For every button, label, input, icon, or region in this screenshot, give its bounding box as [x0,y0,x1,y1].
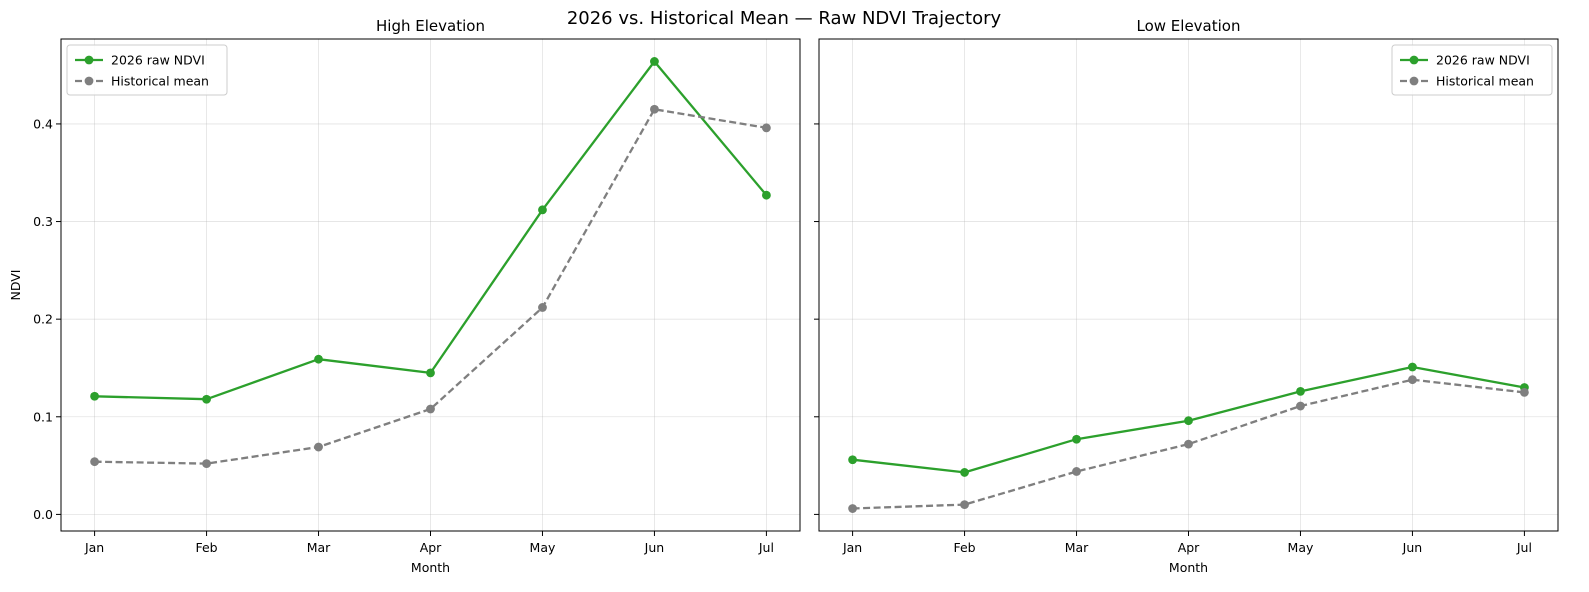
legend-label: 2026 raw NDVI [1436,53,1530,68]
x-axis-label: Month [1169,560,1208,575]
legend-box [66,44,228,96]
x-tick-label: Jul [758,540,774,555]
data-point [202,459,211,469]
y-tick-label: 0.2 [33,312,53,327]
x-tick-label: Feb [953,540,975,555]
x-tick-label: Mar [307,540,331,555]
data-point [1072,434,1081,444]
data-point [762,123,771,133]
legend: 2026 raw NDVI Historical mean [1391,44,1553,96]
legend-label: 2026 raw NDVI [111,53,205,68]
panel-title: Low Elevation [1137,17,1241,35]
data-point [426,404,435,414]
data-point [202,394,211,404]
legend-marker [1409,76,1419,86]
data-point [1408,362,1417,372]
figure-title: 2026 vs. Historical Mean — Raw NDVI Traj… [567,8,1002,29]
x-tick-label: Apr [420,540,442,555]
data-point [762,190,771,200]
x-tick-label: Feb [195,540,217,555]
data-point [650,104,659,114]
data-point [848,455,857,465]
axes-frame [818,38,1559,532]
panel-title: High Elevation [376,17,485,35]
legend-marker [84,55,94,65]
data-point [314,354,323,364]
data-point [538,205,547,215]
data-point [848,504,857,513]
data-point [538,303,547,312]
legend-marker [1409,55,1419,65]
data-point [314,442,323,452]
x-tick-label: Jan [84,540,104,555]
x-tick-label: Apr [1178,540,1200,555]
data-point [1296,401,1305,411]
y-tick-label: 0.4 [33,116,53,131]
data-point [960,468,969,477]
y-tick-label: 0.0 [33,507,53,522]
x-tick-label: Jan [842,540,862,555]
chart-panels: High Elevation Jan Feb Mar Apr May Jun Jul 0.0 0.… [8,17,1559,575]
x-tick-label: Mar [1065,540,1089,555]
y-tick-label: 0.3 [33,214,53,229]
axes-frame [60,38,801,532]
data-point [650,57,659,66]
data-point [90,391,99,401]
chart-panel-1: High Elevation Jan Feb Mar Apr May Jun Jul 0.0 0.… [8,17,801,575]
x-tick-label: May [530,540,556,555]
y-axis-label: NDVI [8,270,23,301]
data-point [90,457,99,467]
legend-label: Historical mean [111,74,209,89]
x-tick-label: Jun [644,540,665,555]
legend-box [1391,44,1553,96]
x-tick-label: Jul [1516,540,1532,555]
x-tick-label: Jun [1402,540,1423,555]
legend: 2026 raw NDVI Historical mean [66,44,228,96]
legend-label: Historical mean [1436,74,1534,89]
x-axis-label: Month [411,560,450,575]
data-point [960,500,969,510]
data-point [1408,375,1417,385]
legend-marker [84,76,94,86]
data-point [1184,439,1193,449]
y-tick-label: 0.1 [33,409,53,424]
data-point [1520,387,1529,397]
chart-panel-2: Low Elevation Jan Feb Mar Apr May Jun Jul Month 2… [814,17,1559,575]
x-tick-label: May [1288,540,1314,555]
data-point [1184,416,1193,426]
data-point [1296,387,1305,396]
data-point [426,368,435,378]
data-point [1072,467,1081,476]
